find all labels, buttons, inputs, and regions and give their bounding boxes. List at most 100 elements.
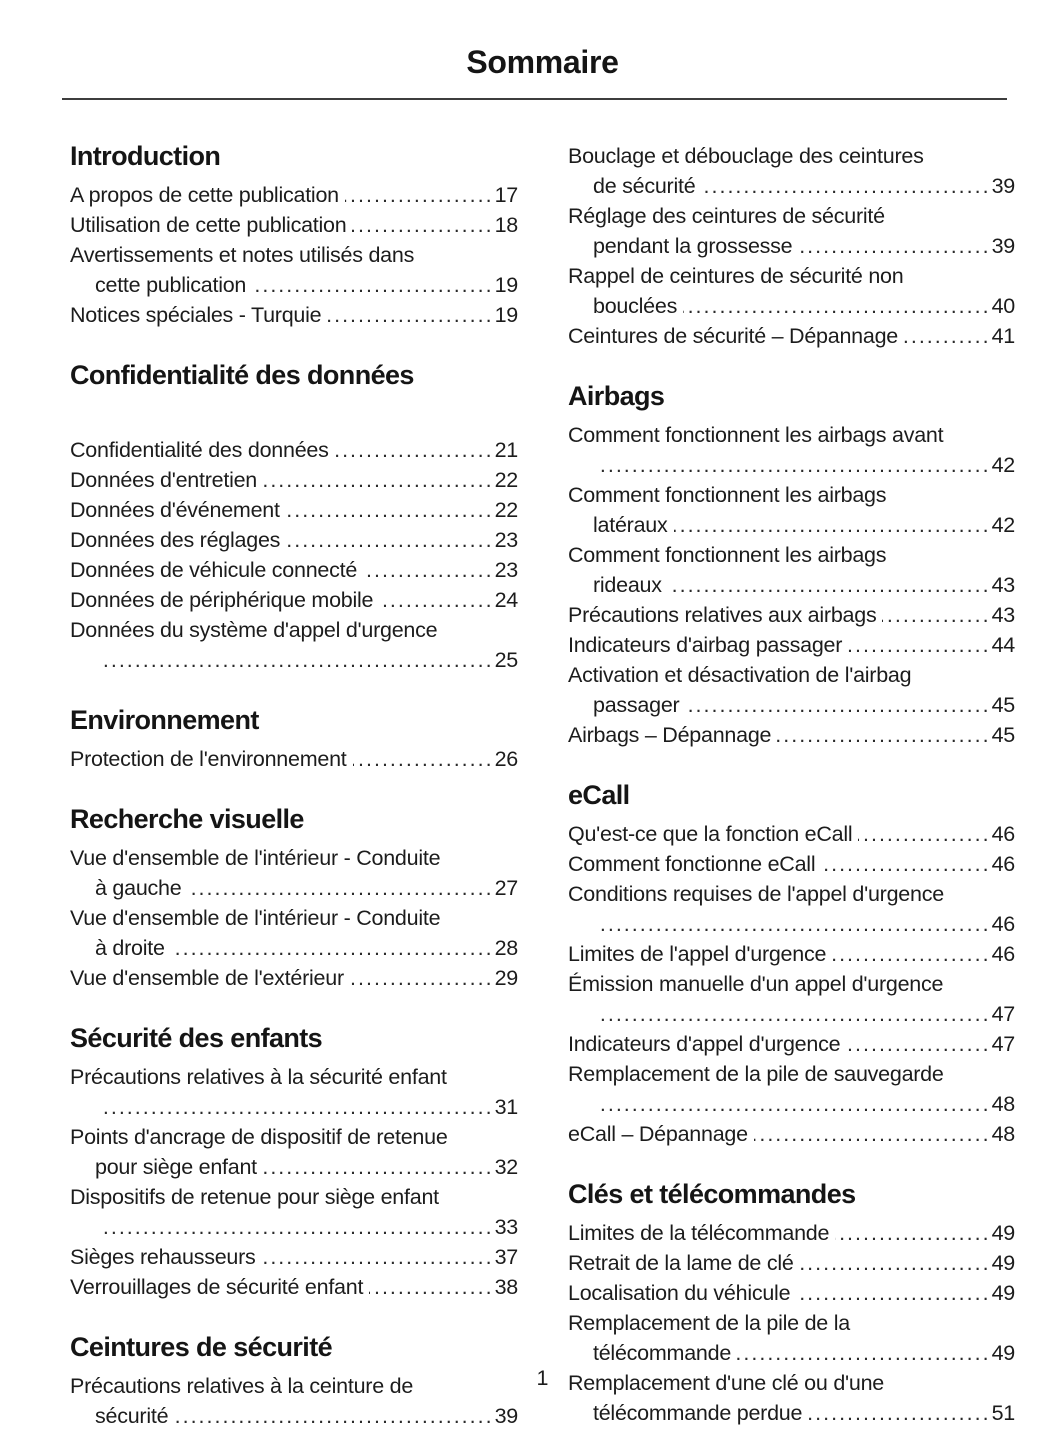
entry-page-number: 28 [494, 936, 519, 960]
entry-page-number: 29 [494, 966, 519, 990]
dot-leader [363, 555, 494, 585]
entry-title-line: Conditions requises de l'appel d'urgence [568, 882, 944, 906]
entry-page-number: 24 [494, 588, 519, 612]
dot-leader [685, 690, 990, 720]
dot-leader [350, 963, 494, 993]
section-heading: Ceintures de sécurité [70, 1332, 333, 1362]
toc-entry: Précautions relatives à la sécurité enfa… [70, 1062, 518, 1122]
entry-page-number: 45 [991, 723, 1016, 747]
toc-section: Confidentialité des données Confidentiali… [70, 360, 518, 675]
entry-page-number: 21 [494, 438, 519, 462]
entry-page-number: 39 [991, 234, 1016, 258]
entry-page-number: 40 [991, 294, 1016, 318]
entry-leader-line: Limites de la télécommande 49 [568, 1218, 1015, 1248]
entry-page-number: 46 [991, 942, 1016, 966]
entry-title: cette publication [95, 273, 247, 297]
toc-entry: Précautions relatives aux airbags 43 [568, 600, 1015, 630]
entry-page-number: 49 [991, 1251, 1016, 1275]
entry-leader-line: Verrouillages de sécurité enfant 38 [70, 1272, 518, 1302]
dot-leader [263, 465, 494, 495]
toc-entry: Données des réglages 23 [70, 525, 518, 555]
entry-leader-line: Données de véhicule connecté 23 [70, 555, 518, 585]
entry-leader-line: 48 [568, 1089, 1016, 1119]
toc-entry: Rappel de ceintures de sécurité non boucl… [568, 261, 1015, 321]
entry-title: Données des réglages [70, 528, 281, 552]
entry-title-line: Vue d'ensemble de l'intérieur - Conduite [70, 846, 441, 870]
entry-leader-line: Données d'événement 22 [70, 495, 518, 525]
entry-page-number: 46 [991, 852, 1016, 876]
toc-entry: Précautions relatives à la ceinture de sé… [70, 1371, 518, 1431]
entry-title: Utilisation de cette publication [70, 213, 347, 237]
entry-title: rideaux [593, 573, 662, 597]
entry-leader-line: A propos de cette publication 17 [70, 180, 518, 210]
entry-title: Indicateurs d'appel d'urgence [568, 1032, 841, 1056]
entry-page-number: 49 [991, 1221, 1016, 1245]
dot-leader [668, 570, 991, 600]
section-heading: Sécurité des enfants [70, 1023, 323, 1053]
entry-title: Données d'entretien [70, 468, 258, 492]
entry-title: Précautions relatives aux airbags [568, 603, 877, 627]
dot-leader [796, 1278, 990, 1308]
entry-page-number: 37 [494, 1245, 519, 1269]
entry-leader-line: 31 [70, 1092, 519, 1122]
dot-leader [821, 849, 990, 879]
dot-leader [286, 525, 493, 555]
entry-title-line: Points d'ancrage de dispositif de retenu… [70, 1125, 448, 1149]
entry-title-line: Précautions relatives à la ceinture de [70, 1374, 414, 1398]
entry-page-number: 32 [494, 1155, 519, 1179]
entry-title: télécommande [593, 1341, 732, 1365]
dot-leader [904, 321, 991, 351]
entry-title-line: Avertissements et notes utilisés dans [70, 243, 415, 267]
entry-leader-line: Sièges rehausseurs 37 [70, 1242, 518, 1272]
entry-leader-line: Données de périphérique mobile 24 [70, 585, 518, 615]
dot-leader [835, 1218, 990, 1248]
entry-title: Données d'événement [70, 498, 280, 522]
dot-leader [369, 1272, 493, 1302]
entry-page-number: 44 [991, 633, 1016, 657]
entry-title: pendant la grossesse [593, 234, 793, 258]
entry-title-line: Vue d'ensemble de l'intérieur - Conduite [70, 906, 441, 930]
entry-title: Vue d'ensemble de l'extérieur [70, 966, 344, 990]
entry-title: de sécurité [593, 174, 696, 198]
dot-leader [353, 744, 494, 774]
toc-entry: Notices spéciales - Turquie 19 [70, 300, 518, 330]
dot-leader [737, 1338, 991, 1368]
entry-leader-line: Airbags – Dépannage 45 [568, 720, 1015, 750]
entry-leader-line: télécommande perdue 51 [568, 1398, 1015, 1428]
entry-page-number: 47 [991, 1032, 1016, 1056]
dot-leader [352, 210, 493, 240]
entry-page-number: 46 [991, 822, 1016, 846]
entry-page-number: 31 [494, 1095, 519, 1119]
dot-leader [263, 1152, 494, 1182]
entry-title-line: Comment fonctionnent les airbags [568, 543, 887, 567]
dot-leader [187, 873, 493, 903]
entry-title: Localisation du véhicule [568, 1281, 791, 1305]
entry-title: Verrouillages de sécurité enfant [70, 1275, 364, 1299]
title-divider [62, 98, 1007, 100]
entry-page-number: 17 [494, 183, 519, 207]
entry-page-number: 49 [991, 1341, 1016, 1365]
section-heading: Introduction [70, 141, 221, 171]
entry-title: Sièges rehausseurs [70, 1245, 256, 1269]
dot-leader [800, 1248, 991, 1278]
entry-leader-line: 25 [70, 645, 519, 675]
toc-entry: Limites de l'appel d'urgence 46 [568, 939, 1015, 969]
entry-page-number: 48 [991, 1122, 1016, 1146]
entry-page-number: 27 [494, 876, 519, 900]
entry-title-line: Remplacement d'une clé ou d'une [568, 1371, 884, 1395]
toc-entry: Limites de la télécommande 49 [568, 1218, 1015, 1248]
entry-title: Confidentialité des données [70, 438, 329, 462]
toc-column-right: Bouclage et débouclage des ceintures de s… [568, 141, 1015, 1431]
dot-leader [858, 819, 990, 849]
dot-leader [101, 1092, 494, 1122]
entry-leader-line: de sécurité 39 [568, 171, 1015, 201]
toc-entry: Comment fonctionnent les airbags latéraux… [568, 480, 1015, 540]
toc-entry: Données de véhicule connecté 23 [70, 555, 518, 585]
entry-title: à droite [95, 936, 165, 960]
dot-leader [599, 999, 991, 1029]
toc-entry: Sièges rehausseurs 37 [70, 1242, 518, 1272]
dot-leader [262, 1242, 494, 1272]
entry-leader-line: à droite 28 [70, 933, 518, 963]
dot-leader [379, 585, 493, 615]
entry-title: A propos de cette publication [70, 183, 339, 207]
